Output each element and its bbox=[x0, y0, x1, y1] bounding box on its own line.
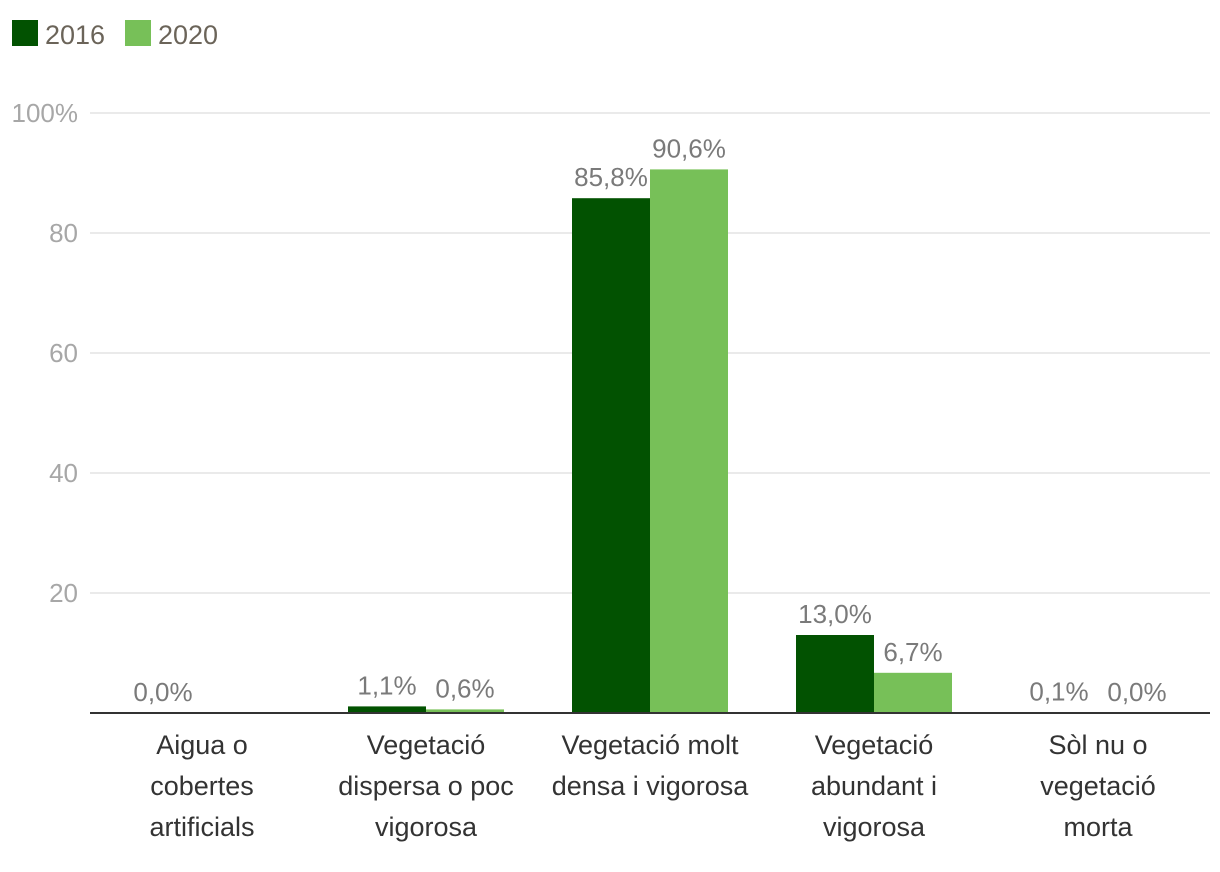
data-labels: 0,0% 1,1% 0,6% 85,8%90,6% 13,0% 6,7% 0,1% 0,0% bbox=[133, 133, 1166, 707]
data-label-2016-4: 0,1% bbox=[1029, 676, 1088, 706]
category-labels: Aigua o cobertes artificials Vegetació dispe… bbox=[149, 730, 1155, 842]
bar-2020-1 bbox=[426, 709, 504, 713]
bar-2020-2 bbox=[650, 169, 728, 713]
data-label-2016-3: 13,0% bbox=[798, 599, 872, 629]
legend-label-2016: 2016 bbox=[45, 20, 105, 50]
category-label-2: Vegetació molt densa i vigorosa bbox=[552, 730, 750, 801]
legend-label-2020: 2020 bbox=[158, 20, 218, 50]
legend-swatch-2020 bbox=[125, 20, 151, 46]
category-label-3: Vegetació abundant i vigorosa bbox=[811, 730, 937, 842]
y-tick-label-80: 80 bbox=[49, 218, 78, 248]
data-label-2016-2: 85,8% bbox=[574, 162, 648, 192]
bars bbox=[348, 169, 1098, 713]
y-tick-label-100: 100% bbox=[12, 98, 79, 128]
category-label-4: Sòl nu o vegetació morta bbox=[1040, 730, 1156, 842]
data-label-2016-1: 1,1% bbox=[357, 670, 416, 700]
y-tick-label-20: 20 bbox=[49, 578, 78, 608]
data-label-2020-3: 6,7% bbox=[883, 637, 942, 667]
bar-2016-3 bbox=[796, 635, 874, 713]
legend: 2016 2020 bbox=[12, 20, 218, 50]
data-label-2020-2: 90,6% bbox=[652, 133, 726, 163]
category-label-1: Vegetació dispersa o poc vigorosa bbox=[338, 730, 514, 842]
bar-2016-2 bbox=[572, 198, 650, 713]
data-label-2016-0: 0,0% bbox=[133, 677, 192, 707]
bar-2020-3 bbox=[874, 672, 952, 713]
y-tick-label-60: 60 bbox=[49, 338, 78, 368]
data-label-2020-1: 0,6% bbox=[435, 673, 494, 703]
y-axis-ticks: 20 40 60 80 100% bbox=[12, 98, 79, 608]
category-label-0: Aigua o cobertes artificials bbox=[149, 730, 254, 842]
data-label-2020-4: 0,0% bbox=[1107, 677, 1166, 707]
legend-swatch-2016 bbox=[12, 20, 38, 46]
bar-2016-1 bbox=[348, 706, 426, 713]
y-tick-label-40: 40 bbox=[49, 458, 78, 488]
